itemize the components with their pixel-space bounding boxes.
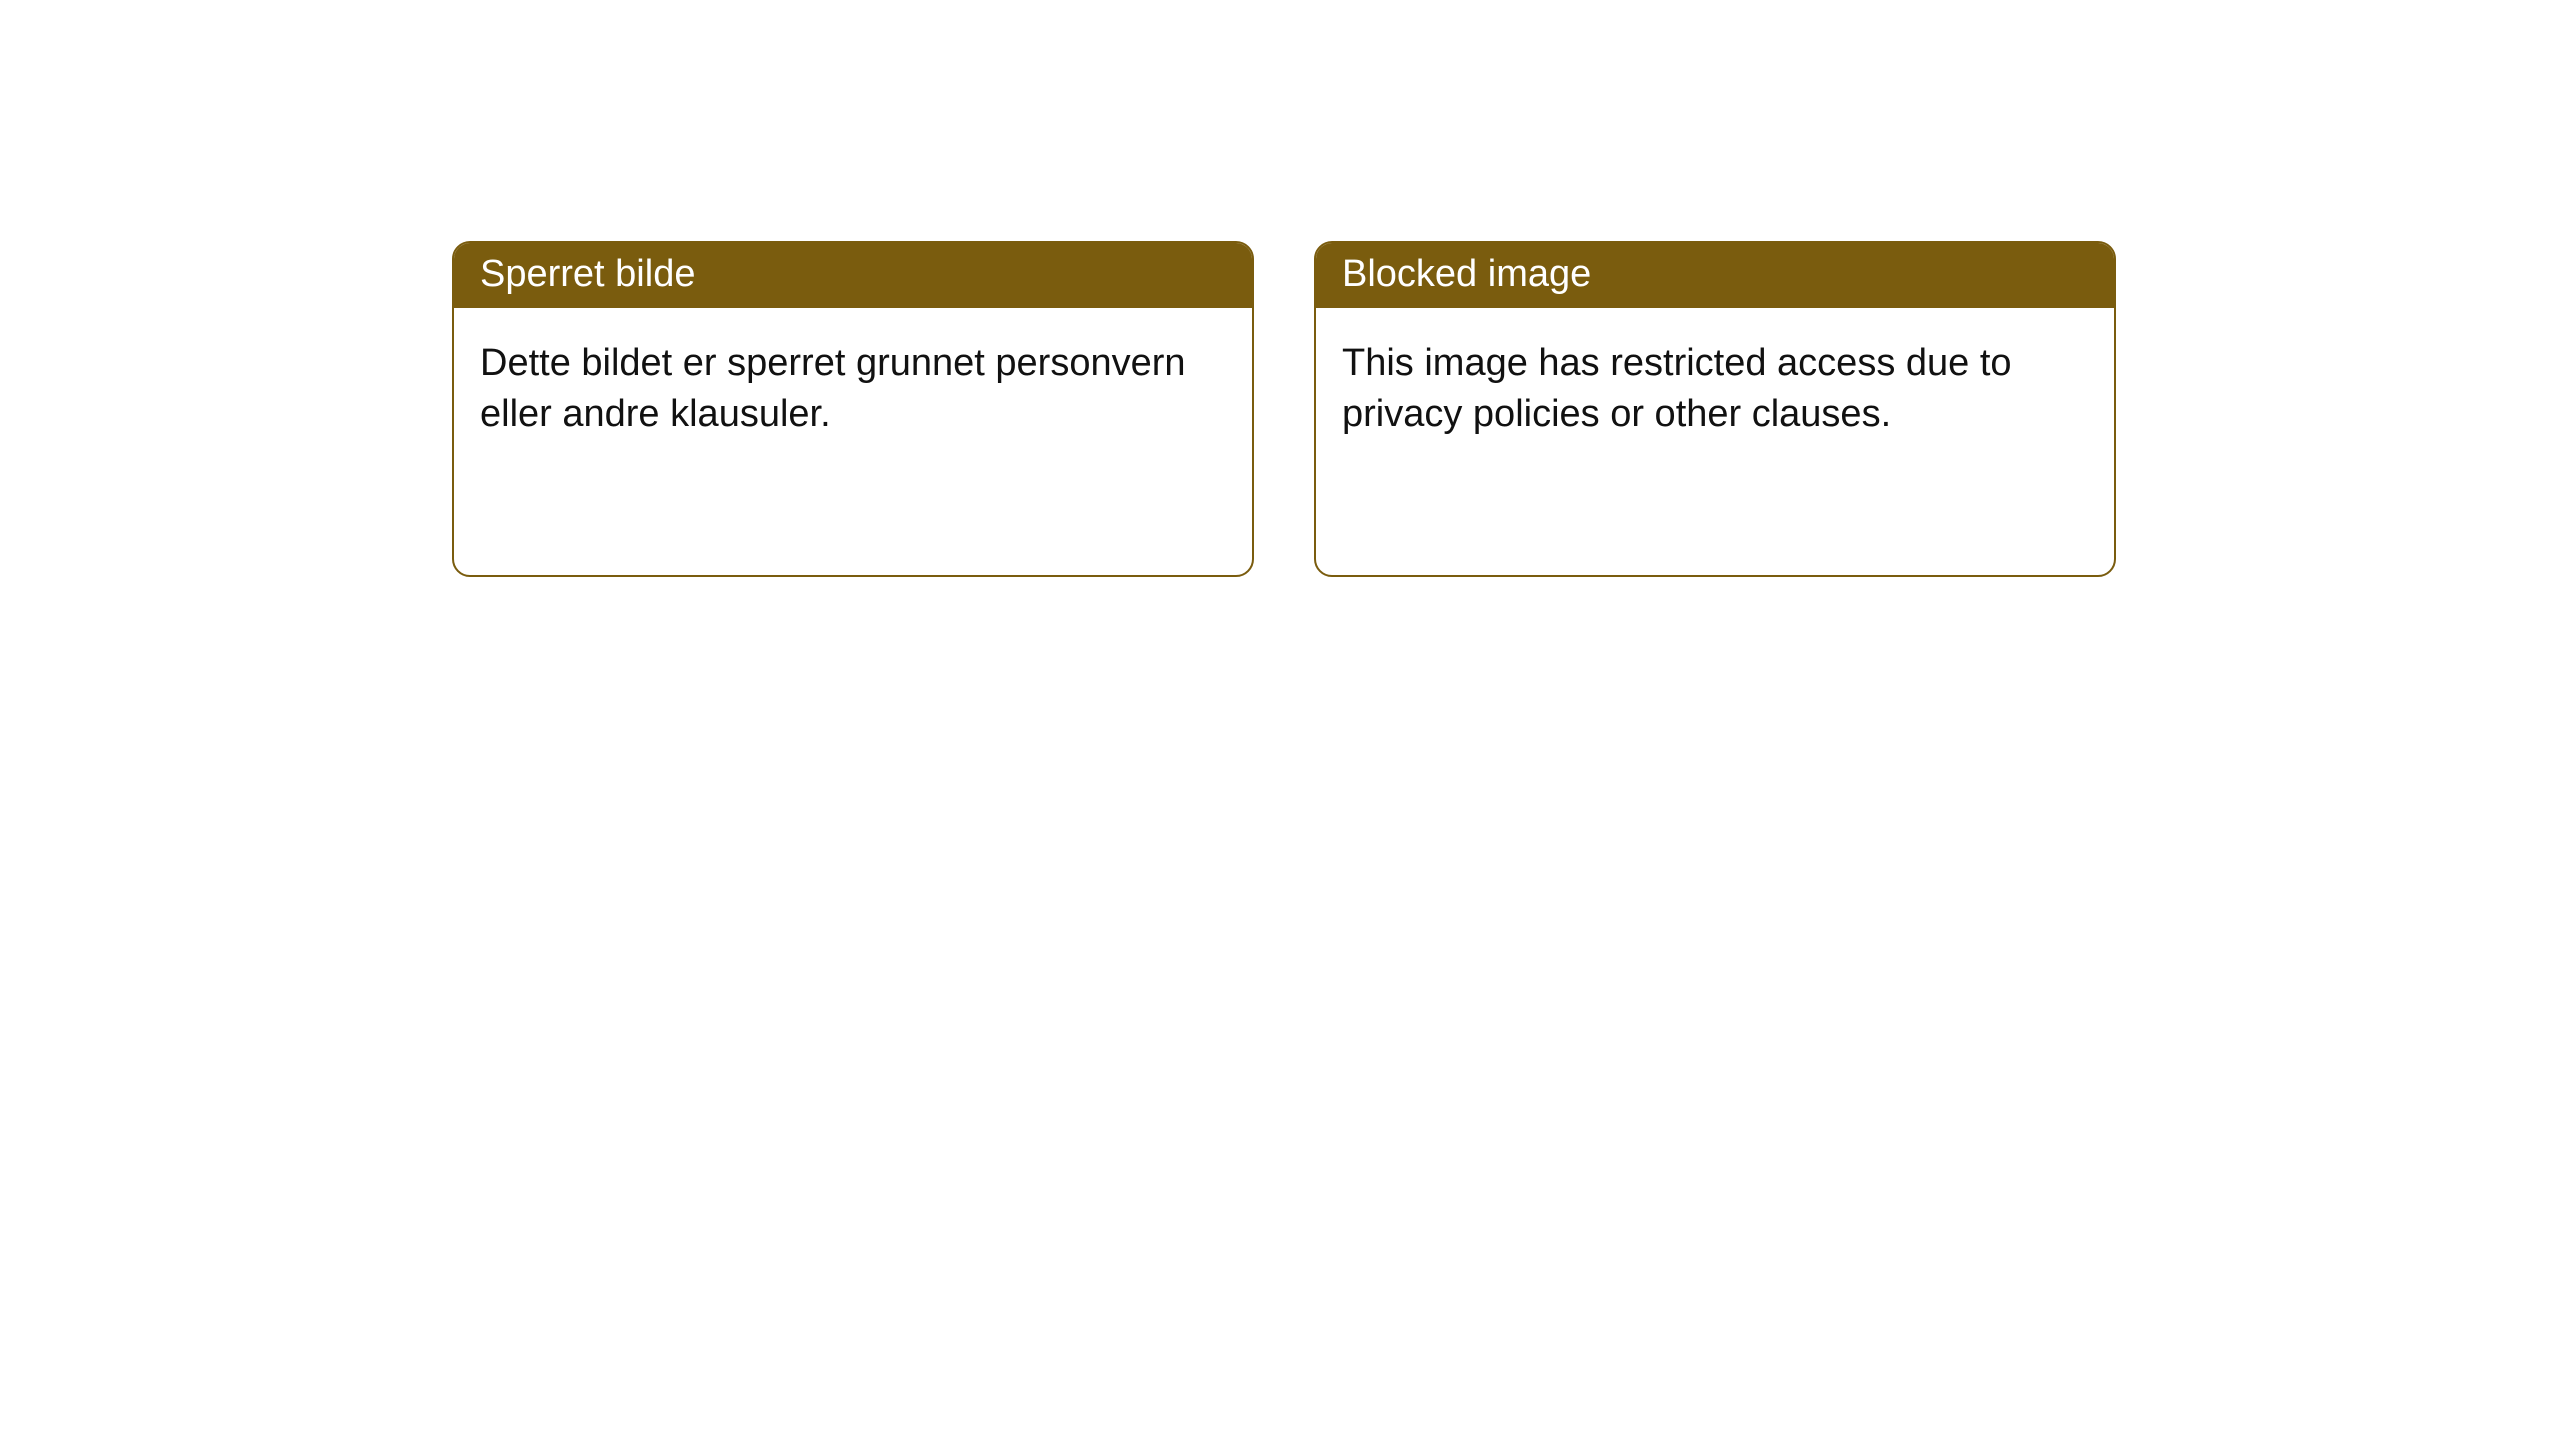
notice-card-norwegian: Sperret bilde Dette bildet er sperret gr… — [452, 241, 1254, 577]
notice-title-norwegian: Sperret bilde — [454, 243, 1252, 308]
notice-title-english: Blocked image — [1316, 243, 2114, 308]
notice-body-norwegian: Dette bildet er sperret grunnet personve… — [454, 308, 1252, 471]
notice-body-english: This image has restricted access due to … — [1316, 308, 2114, 471]
notice-container: Sperret bilde Dette bildet er sperret gr… — [0, 0, 2560, 577]
notice-card-english: Blocked image This image has restricted … — [1314, 241, 2116, 577]
